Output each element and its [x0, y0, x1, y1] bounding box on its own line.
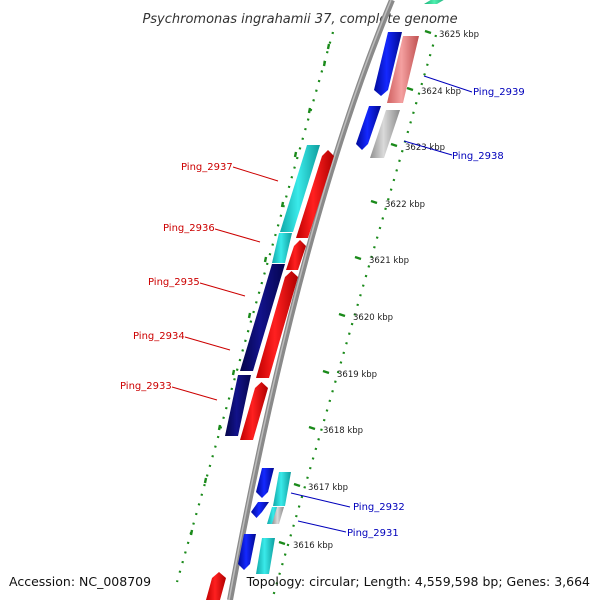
gene-arrow[interactable]: [272, 233, 292, 263]
tick-label: 3616 kbp: [293, 541, 333, 551]
right-dotted-boundary: [270, 34, 438, 600]
genome-backbone: [227, 0, 395, 600]
gene-label-ping-2934[interactable]: Ping_2934: [133, 331, 185, 342]
gene-arrow[interactable]: [256, 538, 275, 574]
gene-arrow[interactable]: [251, 502, 269, 518]
gene-label-ping-2931[interactable]: Ping_2931: [347, 528, 399, 539]
gene-arrow[interactable]: [273, 472, 291, 506]
tick-label: 3622 kbp: [385, 200, 425, 210]
tick-label: 3620 kbp: [353, 313, 393, 323]
tick-label: 3624 kbp: [421, 87, 461, 97]
gene-arrow[interactable]: [240, 382, 268, 440]
gene-arrow[interactable]: [238, 534, 256, 570]
gene-arrow[interactable]: [225, 375, 251, 436]
tick-mark: [322, 369, 330, 375]
tick-label: 3618 kbp: [323, 426, 363, 436]
tick-mark: [406, 86, 414, 92]
topology-summary: Topology: circular; Length: 4,559,598 bp…: [246, 574, 590, 589]
gene-arrow[interactable]: [374, 32, 402, 96]
gene-label-ping-2936[interactable]: Ping_2936: [163, 223, 215, 234]
left-dotted-boundary: [175, 31, 335, 583]
gene-arrow[interactable]: [240, 264, 285, 371]
left-boundary-dashes: [189, 43, 331, 536]
ticks: 3625 kbp 3624 kbp 3623 kbp 3622 kbp 3621 kbp…: [278, 29, 479, 551]
gene-arrow[interactable]: [356, 106, 381, 150]
gene-arrow[interactable]: [286, 240, 306, 270]
gene-label-ping-2932[interactable]: Ping_2932: [353, 502, 405, 513]
tick-label: 3619 kbp: [337, 370, 377, 380]
gene-label-ping-2935[interactable]: Ping_2935: [148, 277, 200, 288]
gene-label-ping-2939[interactable]: Ping_2939: [473, 87, 525, 98]
gene-arrow[interactable]: [256, 468, 274, 498]
gene-arrow[interactable]: [272, 507, 284, 524]
gene-label-ping-2937[interactable]: Ping_2937: [181, 162, 233, 173]
tick-label: 3621 kbp: [369, 256, 409, 266]
tick-mark: [293, 482, 301, 488]
gene-arrow[interactable]: [206, 572, 226, 600]
label-connectors: [171, 75, 473, 533]
tick-mark: [390, 142, 398, 148]
gene-arrow[interactable]: [370, 110, 400, 158]
tick-mark: [370, 199, 378, 205]
tick-mark: [424, 29, 432, 35]
tick-mark: [278, 540, 286, 546]
gene-label-ping-2933[interactable]: Ping_2933: [120, 381, 172, 392]
tick-label: 3617 kbp: [308, 483, 348, 493]
gene-label-ping-2938[interactable]: Ping_2938: [452, 151, 504, 162]
genes: [206, 0, 447, 600]
tick-label: 3625 kbp: [439, 30, 479, 40]
accession-text: Accession: NC_008709: [9, 574, 151, 589]
genome-backbone-highlight: [228, 0, 392, 600]
gene-arrow[interactable]: [387, 36, 419, 103]
gene-arrow[interactable]: [424, 0, 447, 4]
gene-arrow[interactable]: [280, 145, 320, 232]
tick-mark: [354, 255, 362, 261]
tick-label: 3623 kbp: [405, 143, 445, 153]
tick-mark: [308, 425, 316, 431]
map-title: Psychromonas ingrahamii 37, complete gen…: [142, 12, 457, 27]
gene-arrow[interactable]: [296, 150, 334, 238]
gene-arrow[interactable]: [256, 271, 298, 378]
tick-mark: [338, 312, 346, 318]
